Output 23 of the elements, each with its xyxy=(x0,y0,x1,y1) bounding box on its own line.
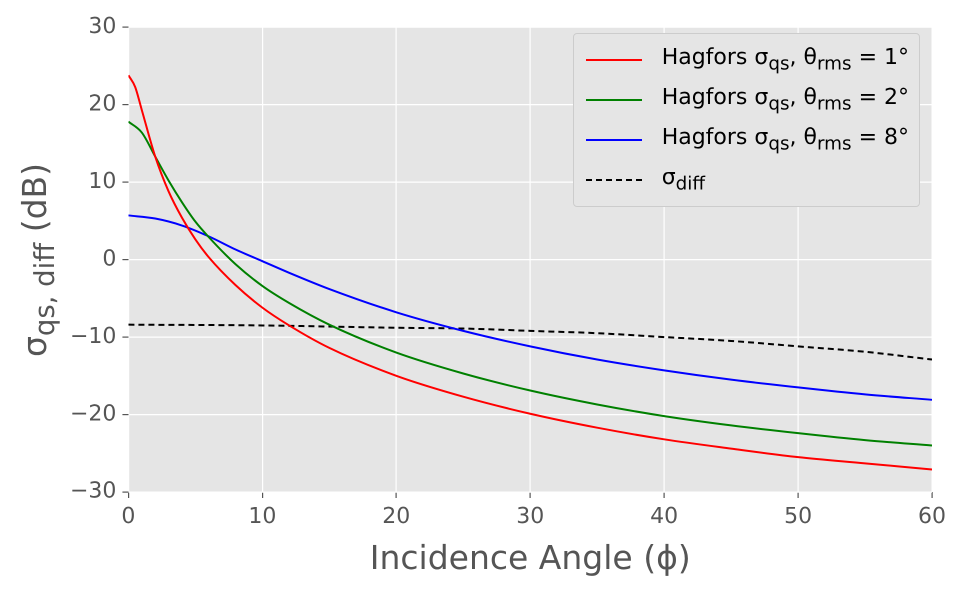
y-tick-label: −20 xyxy=(70,401,116,426)
line-series xyxy=(128,74,932,471)
x-tick-label: 60 xyxy=(918,504,946,529)
x-tick-label: 50 xyxy=(784,504,812,529)
x-tick-label: 30 xyxy=(516,504,544,529)
y-tick-label: 20 xyxy=(88,91,116,116)
x-tick-label: 40 xyxy=(650,504,678,529)
y-tick-label: 0 xyxy=(102,246,116,272)
legend-label: Hagfors σ$_{qs}$, θ$_{rms}$ = 2° xyxy=(662,85,910,115)
y-tick-label: −30 xyxy=(70,478,116,504)
y-tick-label: 30 xyxy=(88,14,116,39)
legend-label: Hagfors σ$_{qs}$, θ$_{rms}$ = 8° xyxy=(662,125,910,155)
x-tick-label: 10 xyxy=(248,504,276,529)
x-axis-title: Incidence Angle (ϕ) xyxy=(370,538,691,577)
line-series xyxy=(128,120,932,447)
x-tick-label: 20 xyxy=(382,504,410,529)
line-series xyxy=(128,324,932,361)
legend-label: σ$_{diff}$ xyxy=(662,165,705,195)
legend-label: Hagfors σ$_{qs}$, θ$_{rms}$ = 1° xyxy=(662,45,910,75)
x-tick-label: 0 xyxy=(121,504,136,529)
y-tick-label: 10 xyxy=(88,168,116,194)
y-tick-label: −10 xyxy=(70,324,116,349)
line-series xyxy=(128,214,932,401)
